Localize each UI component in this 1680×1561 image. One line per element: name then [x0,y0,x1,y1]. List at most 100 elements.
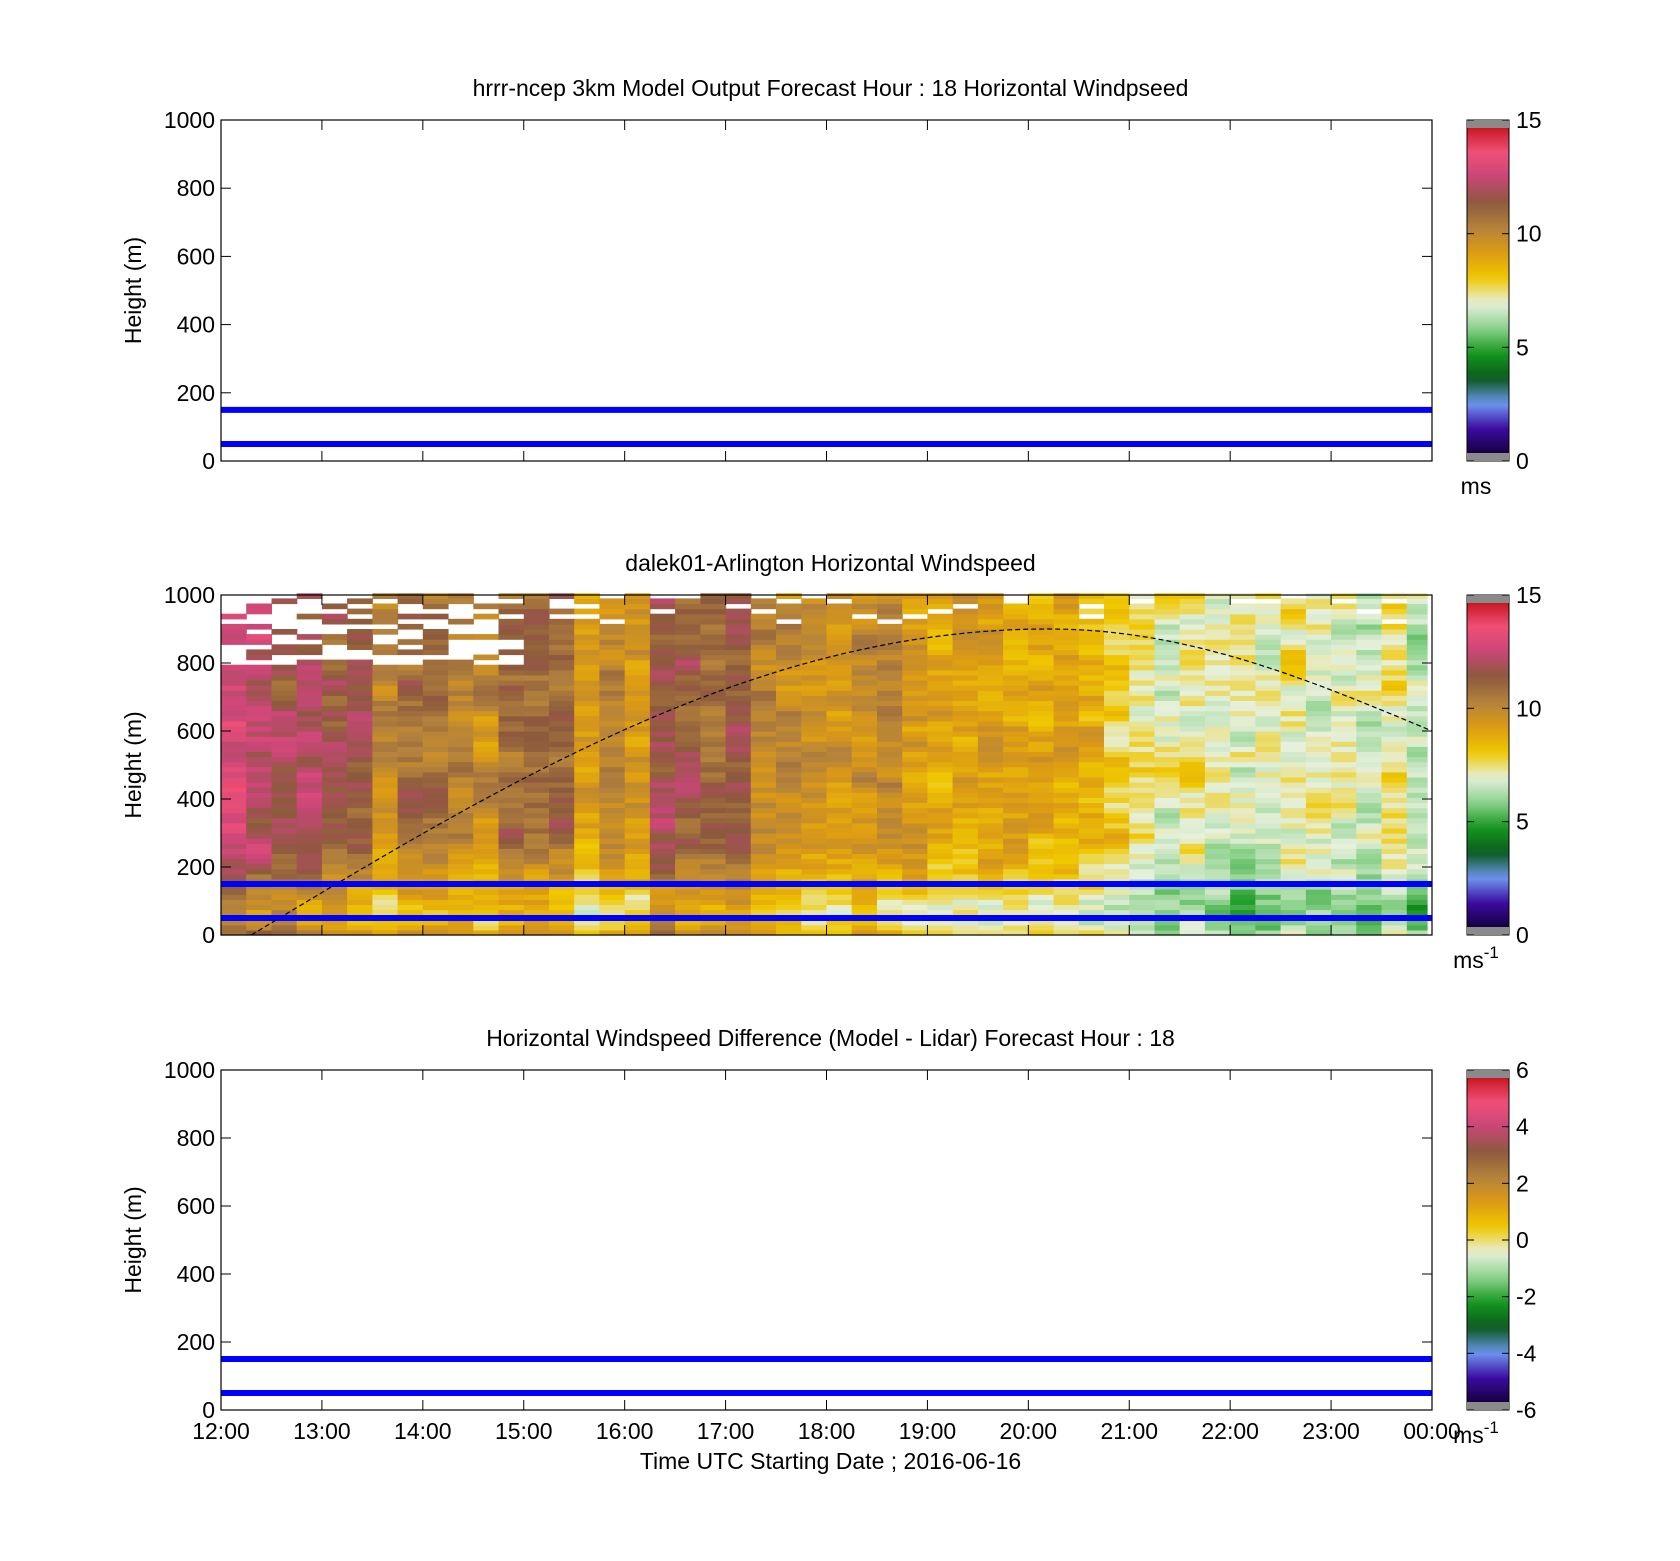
heatmap-cell [448,715,474,722]
heatmap-cell [927,822,954,829]
heatmap-cell [902,603,928,610]
heatmap-cell [750,736,777,742]
heatmap-cell [1331,623,1357,630]
heatmap-cell [1053,725,1080,732]
heatmap-cell [1356,700,1383,707]
heatmap-cell [725,654,752,661]
heatmap-cell [1078,731,1105,737]
heatmap-cell [902,904,928,911]
heatmap-cell [321,863,348,870]
heatmap-cell [1406,715,1428,722]
heatmap-cell [700,822,727,829]
heatmap-cell [523,685,550,691]
heatmap-cell [296,674,323,681]
heatmap-cell [851,761,878,768]
heatmap-cell [902,623,928,630]
heatmap-cell [927,669,954,676]
heatmap-cell [1356,894,1383,900]
heatmap-cell [1230,807,1256,814]
heatmap-cell [1331,751,1357,758]
heatmap-cell [1255,833,1282,839]
heatmap-cell [700,807,727,814]
heatmap-cell [1204,797,1231,803]
colorbar-tick-label: 0 [1516,448,1529,474]
heatmap-cell [1381,613,1408,620]
heatmap-cell [776,613,802,620]
heatmap-cell [826,894,853,900]
colorbar-tick-label: 4 [1516,1114,1529,1140]
heatmap-cell [1255,904,1282,911]
heatmap-cell [1154,634,1181,640]
heatmap-cell [952,873,979,880]
heatmap-cell [1154,603,1181,610]
heatmap-cell [1356,761,1383,768]
heatmap-cell [851,664,878,671]
heatmap-cell [826,868,853,875]
heatmap-cell [675,669,701,676]
heatmap-cell [1053,899,1080,905]
heatmap-cell [1305,715,1332,722]
heatmap-cell [1078,833,1105,839]
heatmap-cell [675,924,701,931]
heatmap-cell [1204,634,1231,640]
heatmap-cell [1104,756,1130,763]
heatmap-cell [1381,685,1408,691]
heatmap-cell [1078,802,1105,809]
heatmap-cell [776,720,802,727]
heatmap-cell [1078,904,1105,911]
heatmap-cell [1078,761,1105,768]
heatmap-cell [776,863,802,870]
heatmap-cell [1053,629,1080,635]
heatmap-cell [1003,710,1029,717]
heatmap-cell [1078,690,1105,696]
heatmap-cell [902,664,928,671]
heatmap-cell [1129,680,1156,686]
heatmap-cell [1255,797,1282,803]
heatmap-cell [750,639,777,645]
heatmap-cell [397,782,424,788]
heatmap-cell [750,746,777,752]
heatmap-cell [952,649,979,656]
heatmap-cell [1129,848,1156,854]
heatmap-cell [523,766,550,773]
heatmap-cell [574,873,600,880]
heatmap-cell [498,685,525,691]
heatmap-cell [1078,848,1105,854]
heatmap-cell [1406,725,1428,732]
heatmap-cell [801,833,828,839]
heatmap-cell [1179,603,1206,610]
heatmap-cell [776,756,802,763]
heatmap-cell [321,899,348,905]
heatmap-cell [725,771,752,778]
heatmap-cell [271,853,298,860]
heatmap-cell [902,593,928,599]
heatmap-cell [1381,690,1408,696]
heatmap-cell [271,858,298,865]
heatmap-cell [1255,649,1282,656]
heatmap-cell [801,924,828,931]
heatmap-cell [397,639,424,645]
heatmap-cell [523,904,550,911]
heatmap-cell [1028,833,1055,839]
heatmap-cell [851,904,878,911]
colorbar-cap-bottom [1467,453,1509,461]
heatmap-cell [649,639,676,645]
heatmap-cell [1280,649,1307,656]
heatmap-cell [221,853,247,860]
heatmap-cell [624,899,651,905]
heatmap-cell [372,807,399,814]
heatmap-cell [1053,710,1080,717]
heatmap-cell [649,858,676,865]
heatmap-cell [221,705,247,712]
heatmap-cell [473,848,500,854]
heatmap-cell [624,792,651,798]
heatmap-cell [1154,787,1181,793]
heatmap-cell [750,827,777,834]
heatmap-cell [1028,812,1055,819]
heatmap-cell [1255,894,1282,900]
heatmap-cell [1255,725,1282,732]
heatmap-cell [321,843,348,849]
heatmap-cell [700,685,727,691]
heatmap-cell [1230,858,1256,865]
heatmap-cell [599,741,626,747]
